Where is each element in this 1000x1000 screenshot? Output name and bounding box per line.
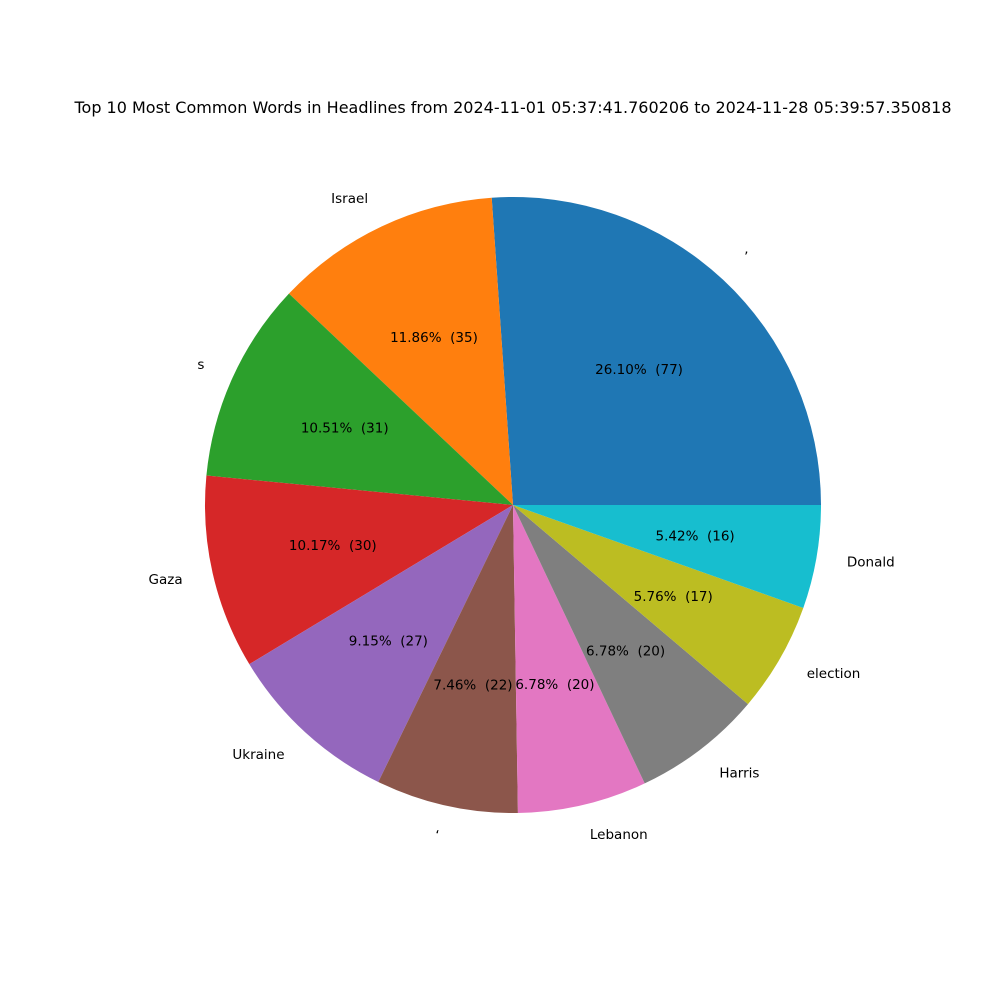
slice-labels: ’ Israel s Gaza Ukraine ‘ Lebanon Harris electio… — [149, 191, 895, 844]
percent-label-2: 10.51% (31) — [301, 421, 389, 437]
percent-label-1: 11.86% (35) — [390, 330, 478, 346]
slice-label-5: ‘ — [435, 828, 439, 844]
percent-label-7: 6.78% (20) — [586, 644, 665, 660]
pie-slice-8 — [513, 505, 804, 705]
pie-slice-9 — [513, 505, 821, 608]
pie-slice-1 — [288, 197, 513, 505]
slice-label-4: Ukraine — [232, 747, 284, 763]
pie-slice-3 — [205, 475, 513, 665]
percent-labels: 26.10% (77) 11.86% (35) 10.51% (31) 10.17% … — [289, 330, 735, 693]
percent-label-9: 5.42% (16) — [656, 528, 735, 544]
slice-label-0: ’ — [744, 249, 748, 265]
slice-label-1: Israel — [331, 191, 368, 207]
pie-slice-6 — [513, 505, 645, 813]
percent-label-8: 5.76% (17) — [634, 589, 713, 605]
slice-label-8: election — [807, 666, 861, 682]
chart-title: Top 10 Most Common Words in Headlines fr… — [73, 98, 951, 117]
percent-label-0: 26.10% (77) — [595, 362, 683, 378]
pie-slice-0 — [491, 196, 821, 505]
slice-label-3: Gaza — [149, 572, 183, 588]
percent-label-6: 6.78% (20) — [515, 677, 594, 693]
pie-slice-2 — [206, 293, 513, 505]
percent-label-5: 7.46% (22) — [433, 677, 512, 693]
pie-slice-5 — [378, 505, 518, 813]
slice-label-7: Harris — [719, 766, 759, 782]
slice-label-6: Lebanon — [590, 827, 648, 843]
pie-slice-7 — [513, 505, 749, 784]
percent-label-3: 10.17% (30) — [289, 538, 377, 554]
pie-slice-4 — [249, 505, 513, 782]
slice-label-2: s — [197, 357, 204, 373]
percent-label-4: 9.15% (27) — [349, 633, 428, 649]
pie-slices — [205, 196, 821, 813]
slice-label-9: Donald — [847, 554, 895, 570]
